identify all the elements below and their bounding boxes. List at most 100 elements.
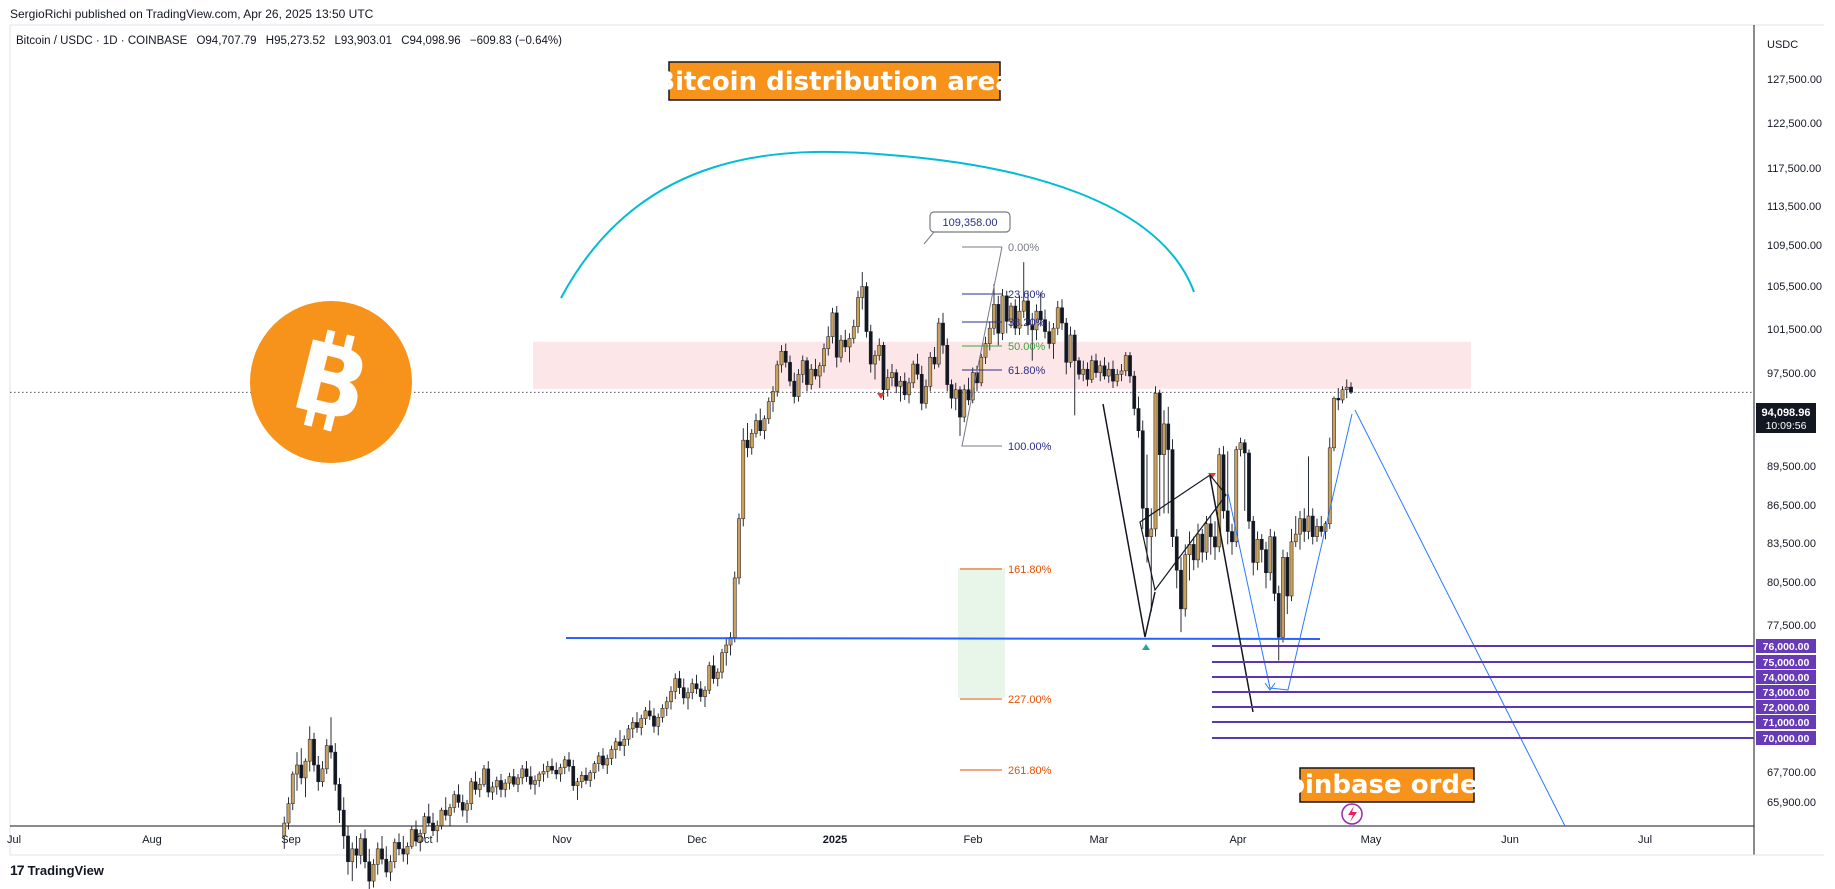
current-price-value: 94,098.96 <box>1762 407 1811 419</box>
candle <box>426 803 431 826</box>
candle <box>681 678 686 705</box>
price-tick: 86,500.00 <box>1767 500 1816 512</box>
fib-retracement: 0.00% 23.60% 38.20% 50.00% 61.80% 100.00… <box>961 242 1052 453</box>
candle <box>1336 387 1341 411</box>
candle <box>958 386 962 436</box>
candle <box>1136 396 1141 438</box>
candle <box>868 324 873 373</box>
candle <box>779 345 784 373</box>
order-level-tag <box>1756 655 1816 669</box>
candle <box>890 364 894 387</box>
candle <box>635 712 639 733</box>
candle <box>601 748 605 769</box>
fib-227-label: 227.00% <box>1008 694 1052 706</box>
blue-arrow-icon <box>1264 682 1276 691</box>
blue-projection-right <box>1354 409 1566 827</box>
order-level-tag <box>1756 639 1816 653</box>
candle <box>983 336 988 365</box>
candle <box>694 674 699 695</box>
candle <box>337 777 342 824</box>
candle <box>1259 534 1264 563</box>
price-axis[interactable]: USDC 127,500.00 122,500.00 117,500.00 113,5… <box>1767 39 1822 809</box>
candle <box>686 687 690 710</box>
candle <box>788 355 792 387</box>
candle <box>996 295 1001 346</box>
candle <box>992 283 996 335</box>
candle <box>1200 528 1205 563</box>
candle <box>1004 290 1009 334</box>
candle <box>418 829 423 852</box>
candle <box>439 807 444 830</box>
candle <box>1255 531 1260 571</box>
peak-callout: 109,358.00 <box>923 211 1011 245</box>
time-axis[interactable]: Jul Aug Sep Oct Nov Dec 2025 Feb Mar Apr May Jun Jul <box>7 834 1652 846</box>
candle <box>822 343 826 373</box>
candle <box>766 397 771 424</box>
candle <box>826 326 831 356</box>
candle <box>1043 309 1047 339</box>
candle <box>1145 454 1149 563</box>
candle <box>805 357 809 392</box>
candle <box>1285 552 1290 615</box>
candle <box>350 842 355 882</box>
candle <box>622 735 627 756</box>
order-level-label: 73,000.00 <box>1763 687 1810 699</box>
candle <box>1179 557 1183 633</box>
candle <box>1204 516 1209 560</box>
candle <box>1183 544 1188 617</box>
candle <box>1306 456 1311 540</box>
fib-382-label: 38.20% <box>1008 317 1046 329</box>
candle <box>919 365 924 411</box>
price-tick: 77,500.00 <box>1767 620 1816 632</box>
order-level-tag <box>1756 731 1816 745</box>
candle <box>953 382 958 411</box>
symbol-info-bar: Bitcoin / USDC · 1D · COINBASE O94,707.7… <box>16 35 562 47</box>
candle <box>1106 362 1111 383</box>
candle <box>941 312 945 354</box>
candle <box>503 779 508 798</box>
candle <box>1157 389 1162 517</box>
fib-236-label: 23.60% <box>1008 289 1046 301</box>
candle <box>1013 299 1018 335</box>
tradingview-brand: TradingView <box>27 862 104 878</box>
symbol-name[interactable]: Bitcoin / USDC · 1D · COINBASE <box>16 35 188 47</box>
candle <box>443 797 448 821</box>
candle <box>584 767 588 785</box>
lightning-icon[interactable] <box>1341 803 1363 825</box>
candle <box>1251 516 1256 576</box>
candle <box>728 632 733 656</box>
candle <box>401 835 406 862</box>
candle <box>669 686 673 710</box>
candle <box>1293 516 1298 547</box>
tradingview-footer[interactable]: 17 TradingView <box>10 862 104 878</box>
candle <box>932 346 937 370</box>
candle <box>1149 508 1154 612</box>
candle <box>609 745 614 765</box>
candle <box>358 833 363 865</box>
time-tick: Aug <box>142 834 162 846</box>
candle <box>346 825 350 875</box>
candle <box>1349 382 1353 394</box>
distribution-arc <box>560 150 1195 299</box>
candle <box>1230 523 1234 555</box>
distribution-title: Bitcoin distribution area <box>655 67 1013 97</box>
candle <box>1310 508 1315 545</box>
candle <box>571 759 576 791</box>
time-tick: Jul <box>1638 834 1652 846</box>
price-tick: 67,700.00 <box>1767 767 1816 779</box>
candle <box>647 700 652 720</box>
candle <box>316 755 321 791</box>
candle <box>936 317 941 368</box>
candle <box>1298 510 1302 550</box>
candle <box>299 748 304 785</box>
candle <box>469 777 474 811</box>
candle <box>1026 290 1030 335</box>
candle <box>1247 449 1251 529</box>
candle <box>286 797 291 830</box>
candle <box>452 790 457 813</box>
candle <box>1153 386 1158 537</box>
candle <box>541 763 546 782</box>
candle <box>1332 396 1336 452</box>
current-price-tag: 94,098.96 10:09:56 <box>1756 403 1816 433</box>
